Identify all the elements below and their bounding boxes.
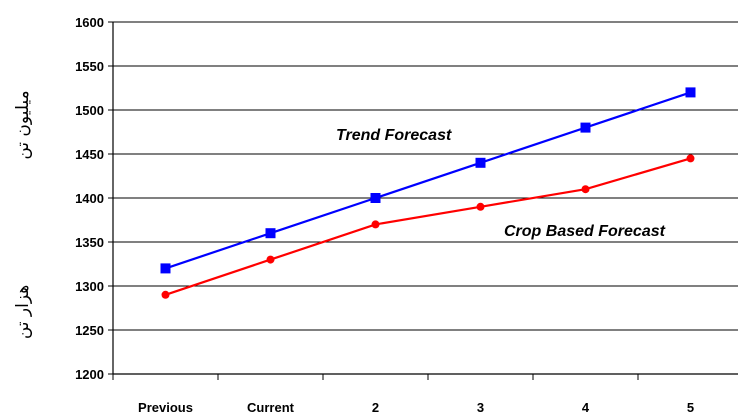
x-tick-labels: Previous Current 2 3 4 5	[138, 400, 694, 415]
crop-based-forecast-label: Crop Based Forecast	[504, 223, 666, 240]
series-0-point-5	[685, 87, 696, 98]
series-1-point-2	[371, 220, 380, 229]
y-tick-label-1600: 1600	[75, 15, 104, 30]
series-0-point-0	[160, 263, 171, 274]
series-0-point-2	[370, 193, 381, 203]
x-tick-label-5: 5	[687, 400, 694, 415]
x-tick-label-3: 3	[477, 400, 484, 415]
y-tick-label-1250: 1250	[75, 323, 104, 338]
series-1-point-0	[161, 290, 170, 299]
y-tick-label-1550: 1550	[75, 59, 104, 74]
y-tick-label-1200: 1200	[75, 367, 104, 382]
axes	[108, 21, 738, 380]
y-tick-label-1450: 1450	[75, 147, 104, 162]
series-line-0	[165, 91, 691, 270]
series-0-point-4	[580, 122, 591, 133]
x-tick-label-0: Previous	[138, 400, 193, 415]
series-0-point-1	[265, 228, 276, 239]
gridlines	[113, 21, 738, 331]
y-axis-label-bottom: هزار تن	[13, 285, 33, 339]
series-0-point-3	[475, 157, 486, 168]
trend-forecast-label: Trend Forecast	[336, 127, 452, 144]
series-1-point-5	[686, 154, 695, 163]
series-1-point-3	[476, 202, 485, 211]
series-1-point-4	[581, 185, 590, 194]
x-tick-label-4: 4	[582, 400, 590, 415]
y-tick-label-1300: 1300	[75, 279, 104, 294]
x-tick-label-2: 2	[372, 400, 379, 415]
series-layer	[160, 87, 696, 299]
y-tick-label-1400: 1400	[75, 191, 104, 206]
y-tick-label-1350: 1350	[75, 235, 104, 250]
y-tick-label-1500: 1500	[75, 103, 104, 118]
x-tick-label-1: Current	[247, 400, 295, 415]
series-1-point-1	[266, 255, 275, 264]
y-tick-labels: 1200 1250 1300 1350 1400 1450 1500 1550 1600	[75, 15, 104, 382]
y-axis-label-top: میلیون تن	[13, 90, 33, 159]
series-line-1	[165, 157, 691, 296]
